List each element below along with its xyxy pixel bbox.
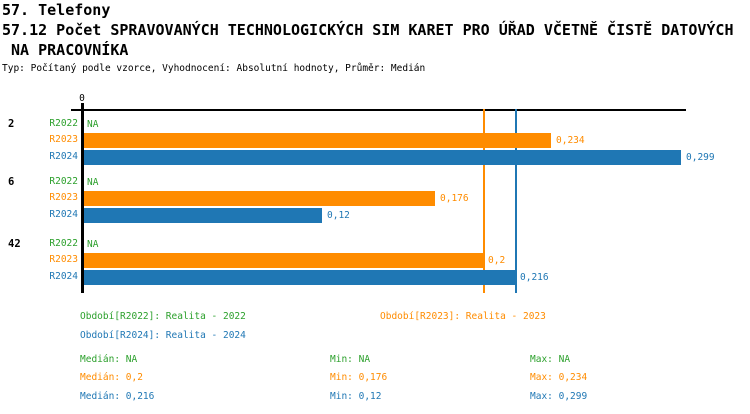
row-label: R2023 — [49, 192, 78, 203]
legend-item-r2022: Období[R2022]: Realita - 2022 — [80, 311, 246, 322]
stat-min-r2023: Min: 0,176 — [330, 372, 388, 383]
chart-subtitle: Typ: Počítaný podle vzorce, Vyhodnocení:… — [2, 63, 426, 74]
bar-value-label: 0,176 — [440, 192, 469, 204]
chart-row: R2023 0,176 — [0, 190, 750, 206]
bar-r2024 — [84, 207, 322, 223]
bar-value-label: NA — [87, 176, 99, 188]
group-label: 2 — [8, 118, 15, 130]
chart-row: R2022 NA — [0, 236, 750, 252]
row-label: R2024 — [49, 151, 78, 162]
stat-min-r2022: Min: NA — [330, 354, 371, 365]
row-label: R2023 — [49, 254, 78, 265]
group-label: 42 — [8, 238, 21, 250]
stat-median-r2022: Medián: NA — [80, 354, 138, 365]
stat-median-r2023: Medián: 0,2 — [80, 372, 143, 383]
bar-value-label: NA — [87, 118, 99, 130]
row-label: R2024 — [49, 271, 78, 282]
row-label: R2023 — [49, 134, 78, 145]
legend-item-r2024: Období[R2024]: Realita - 2024 — [80, 330, 246, 341]
bar-r2024 — [84, 149, 681, 165]
x-axis-tick — [81, 103, 84, 110]
x-axis-line — [71, 109, 686, 111]
bar-value-label: NA — [87, 238, 99, 250]
chart-title-line1: 57.12 Počet SPRAVOVANÝCH TECHNOLOGICKÝCH… — [2, 21, 734, 39]
chart-row: R2023 0,234 — [0, 132, 750, 148]
bar-r2023 — [84, 252, 483, 268]
row-label: R2022 — [49, 118, 78, 129]
median-line-r2023 — [483, 109, 485, 293]
median-line-r2024 — [515, 109, 517, 293]
x-axis-zero-label: 0 — [79, 93, 85, 104]
stat-max-r2023: Max: 0,234 — [530, 372, 588, 383]
row-label: R2024 — [49, 209, 78, 220]
row-label: R2022 — [49, 176, 78, 187]
chart-title-line2: NA PRACOVNÍKA — [2, 41, 129, 59]
stat-max-r2024: Max: 0,299 — [530, 391, 588, 402]
chart-row: R2022 NA — [0, 174, 750, 190]
stat-min-r2024: Min: 0,12 — [330, 391, 382, 402]
bar-value-label: 0,2 — [488, 254, 506, 266]
page-title: 57. Telefony — [2, 1, 111, 19]
stat-median-r2024: Medián: 0,216 — [80, 391, 155, 402]
chart-row: R2022 NA — [0, 116, 750, 132]
y-axis-line — [81, 109, 84, 293]
stat-max-r2022: Max: NA — [530, 354, 571, 365]
row-label: R2022 — [49, 238, 78, 249]
legend-item-r2023: Období[R2023]: Realita - 2023 — [380, 311, 546, 322]
chart-group-2: 2 R2022 NA R2023 0,234 R2024 0,299 — [0, 116, 750, 166]
chart-group-42: 42 R2022 NA R2023 0,2 R2024 0,216 — [0, 236, 750, 286]
bar-value-label: 0,234 — [556, 134, 585, 146]
chart-row: R2024 0,12 — [0, 207, 750, 223]
chart-row: R2024 0,216 — [0, 269, 750, 285]
chart-group-6: 6 R2022 NA R2023 0,176 R2024 0,12 — [0, 174, 750, 224]
chart-row: R2023 0,2 — [0, 252, 750, 268]
bar-r2023 — [84, 190, 435, 206]
group-label: 6 — [8, 176, 15, 188]
bar-r2024 — [84, 269, 515, 285]
bar-r2023 — [84, 132, 551, 148]
bar-value-label: 0,12 — [327, 209, 350, 221]
bar-value-label: 0,299 — [686, 151, 715, 163]
bar-value-label: 0,216 — [520, 271, 549, 283]
chart-row: R2024 0,299 — [0, 149, 750, 165]
